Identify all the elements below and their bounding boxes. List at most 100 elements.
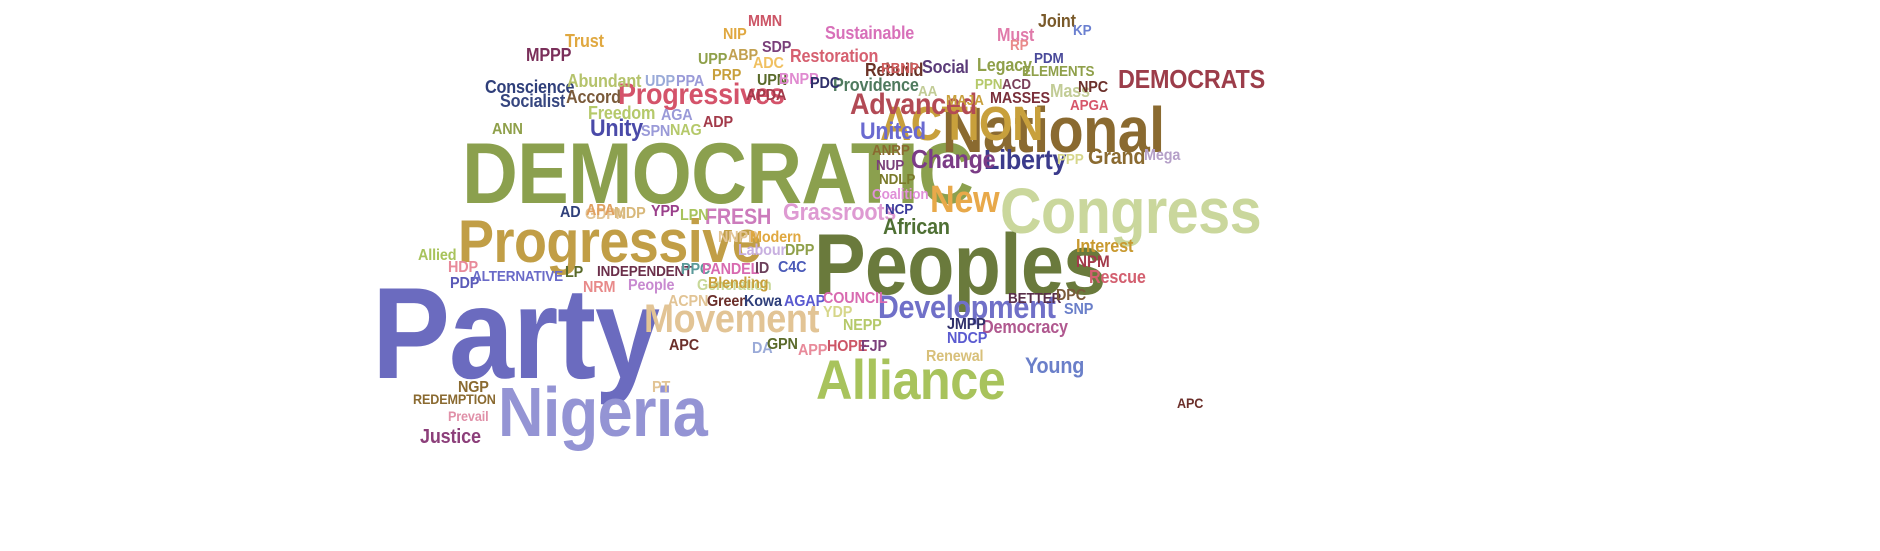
cloud-word: LP [565, 264, 584, 281]
cloud-word: NDCP [947, 330, 988, 347]
cloud-word: ELEMENTS [1022, 63, 1095, 80]
cloud-word: Coalition [872, 186, 929, 203]
cloud-word: Advanced [850, 88, 977, 121]
cloud-word: GDPN [585, 206, 627, 223]
cloud-word: Restoration [790, 46, 879, 66]
cloud-word: ADC [753, 55, 784, 72]
cloud-word: UDP [645, 73, 675, 90]
cloud-word: BNPP [779, 71, 819, 88]
cloud-word: United [860, 118, 926, 145]
cloud-word: MPPP [526, 45, 572, 65]
cloud-word: GPN [767, 336, 798, 353]
cloud-word: Democracy [982, 317, 1068, 337]
cloud-word: DEMOCRATIC [462, 126, 974, 222]
cloud-word: AD [560, 204, 581, 221]
cloud-word: AA [918, 83, 938, 100]
cloud-word: PPC [681, 261, 711, 278]
cloud-word: Renewal [926, 348, 984, 365]
cloud-word: Grand [1088, 144, 1146, 169]
cloud-word: NEPP [843, 317, 882, 334]
cloud-word: Labour [738, 242, 786, 259]
cloud-word: ACPN [668, 293, 709, 310]
cloud-word: AGAP [784, 293, 826, 310]
cloud-word: New [930, 179, 1000, 221]
cloud-word: ANRP [872, 142, 910, 159]
cloud-word: NCP [885, 201, 914, 218]
cloud-word: PANDEL [702, 261, 760, 278]
cloud-word: Mass [1050, 81, 1090, 101]
cloud-word: Movement [644, 297, 820, 341]
cloud-word: Modern [750, 229, 802, 246]
cloud-word: INDEPENDENT [597, 263, 693, 280]
cloud-word: Congress [1000, 175, 1262, 247]
cloud-word: Joint [1038, 11, 1076, 31]
cloud-word: YDP [823, 304, 853, 321]
cloud-word: Change [911, 144, 996, 174]
cloud-word: C4C [778, 259, 807, 276]
cloud-word: ID [755, 260, 770, 277]
cloud-word: ADP [703, 114, 733, 131]
cloud-word: PPA [676, 73, 705, 90]
cloud-word: BETTER [1008, 290, 1062, 307]
cloud-word: HOPE [827, 338, 868, 355]
cloud-word: Green [707, 293, 748, 310]
cloud-word: NPM [1076, 252, 1110, 271]
cloud-word: Liberty [984, 144, 1067, 175]
cloud-word: REDEMPTION [413, 391, 496, 407]
cloud-word: Must [997, 25, 1035, 45]
cloud-word: Rebuild [865, 60, 924, 80]
cloud-word: African [883, 214, 950, 239]
cloud-word: Abundant [567, 71, 642, 91]
cloud-word: DEMOCRATS [1118, 64, 1265, 94]
cloud-word: PRP [712, 67, 742, 84]
cloud-word: Legacy [977, 55, 1032, 75]
cloud-word: ALTERNATIVE [472, 268, 564, 285]
cloud-word: Kowa [744, 293, 782, 310]
cloud-word: MDP [614, 205, 646, 222]
cloud-word: ACTION [880, 98, 1043, 151]
cloud-word: RP [1010, 37, 1029, 54]
cloud-word: DA [752, 340, 773, 357]
cloud-word: Generation [697, 277, 772, 294]
cloud-word: Socialist [500, 91, 566, 111]
cloud-word: NIP [723, 26, 747, 43]
cloud-word: NAG [670, 122, 702, 139]
cloud-word: Mega [1144, 147, 1181, 164]
cloud-word: Prevail [448, 408, 489, 424]
cloud-word: SNP [1064, 301, 1094, 318]
cloud-word: Nigeria [498, 373, 708, 451]
cloud-word: FJP [861, 338, 887, 355]
cloud-word: NPC [1078, 79, 1108, 96]
cloud-word: National [942, 94, 1165, 166]
cloud-word: SDP [762, 39, 792, 56]
cloud-word: LPN [680, 207, 709, 224]
cloud-word: APDA [746, 87, 787, 104]
cloud-word: Grassroots [783, 199, 897, 226]
cloud-word: NGP [458, 379, 489, 396]
cloud-word: JMPP [947, 316, 986, 333]
cloud-word: APC [669, 337, 699, 354]
cloud-word: YPP [651, 203, 680, 220]
cloud-word: Rescue [1089, 267, 1146, 287]
cloud-word: Progressive [458, 208, 762, 275]
cloud-word: Interest [1076, 236, 1134, 256]
cloud-word: MAJA [946, 92, 984, 109]
cloud-word: Party [372, 260, 660, 406]
cloud-word: UPP [698, 51, 728, 68]
cloud-word: Alliance [816, 348, 1006, 411]
cloud-word: Justice [420, 426, 481, 448]
cloud-word: NRM [583, 279, 616, 296]
cloud-word: Allied [418, 247, 457, 264]
cloud-word: Freedom [588, 103, 656, 123]
cloud-word: APP [798, 342, 828, 359]
cloud-word: PDP [450, 275, 480, 292]
cloud-word: APGA [1070, 97, 1109, 114]
cloud-word: ABP [728, 47, 758, 64]
cloud-word: UPN [757, 72, 787, 89]
cloud-word: Sustainable [825, 23, 915, 43]
cloud-word: People [628, 277, 675, 294]
cloud-word: Trust [565, 31, 604, 51]
cloud-word: APA [586, 202, 615, 219]
cloud-word: DPC [1056, 287, 1086, 304]
